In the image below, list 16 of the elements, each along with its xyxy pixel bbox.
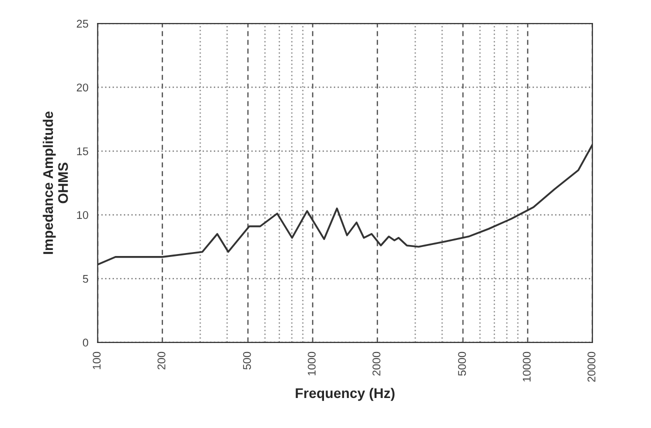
x-axis-title: Frequency (Hz)	[296, 388, 395, 401]
y-tick-label: 0	[82, 338, 88, 347]
x-tick-label: 5000	[458, 352, 466, 376]
y-tick-label: 10	[77, 211, 88, 219]
x-tick-label: 500	[243, 352, 251, 370]
y-tick-label: 25	[76, 20, 88, 28]
x-tick-label: 2000	[372, 352, 380, 376]
y-tick-label: 20	[76, 84, 88, 92]
y-tick-label: 15	[77, 147, 88, 156]
y-axis-title: Impedance Amplitude OHMS	[42, 112, 68, 254]
x-tick-label: 10000	[522, 352, 531, 382]
y-tick-label: 5	[82, 275, 88, 283]
x-tick-label: 20000	[588, 352, 596, 382]
x-tick-label: 100	[92, 352, 101, 370]
x-tick-label: 1000	[308, 352, 316, 376]
x-tick-label: 200	[157, 352, 166, 370]
